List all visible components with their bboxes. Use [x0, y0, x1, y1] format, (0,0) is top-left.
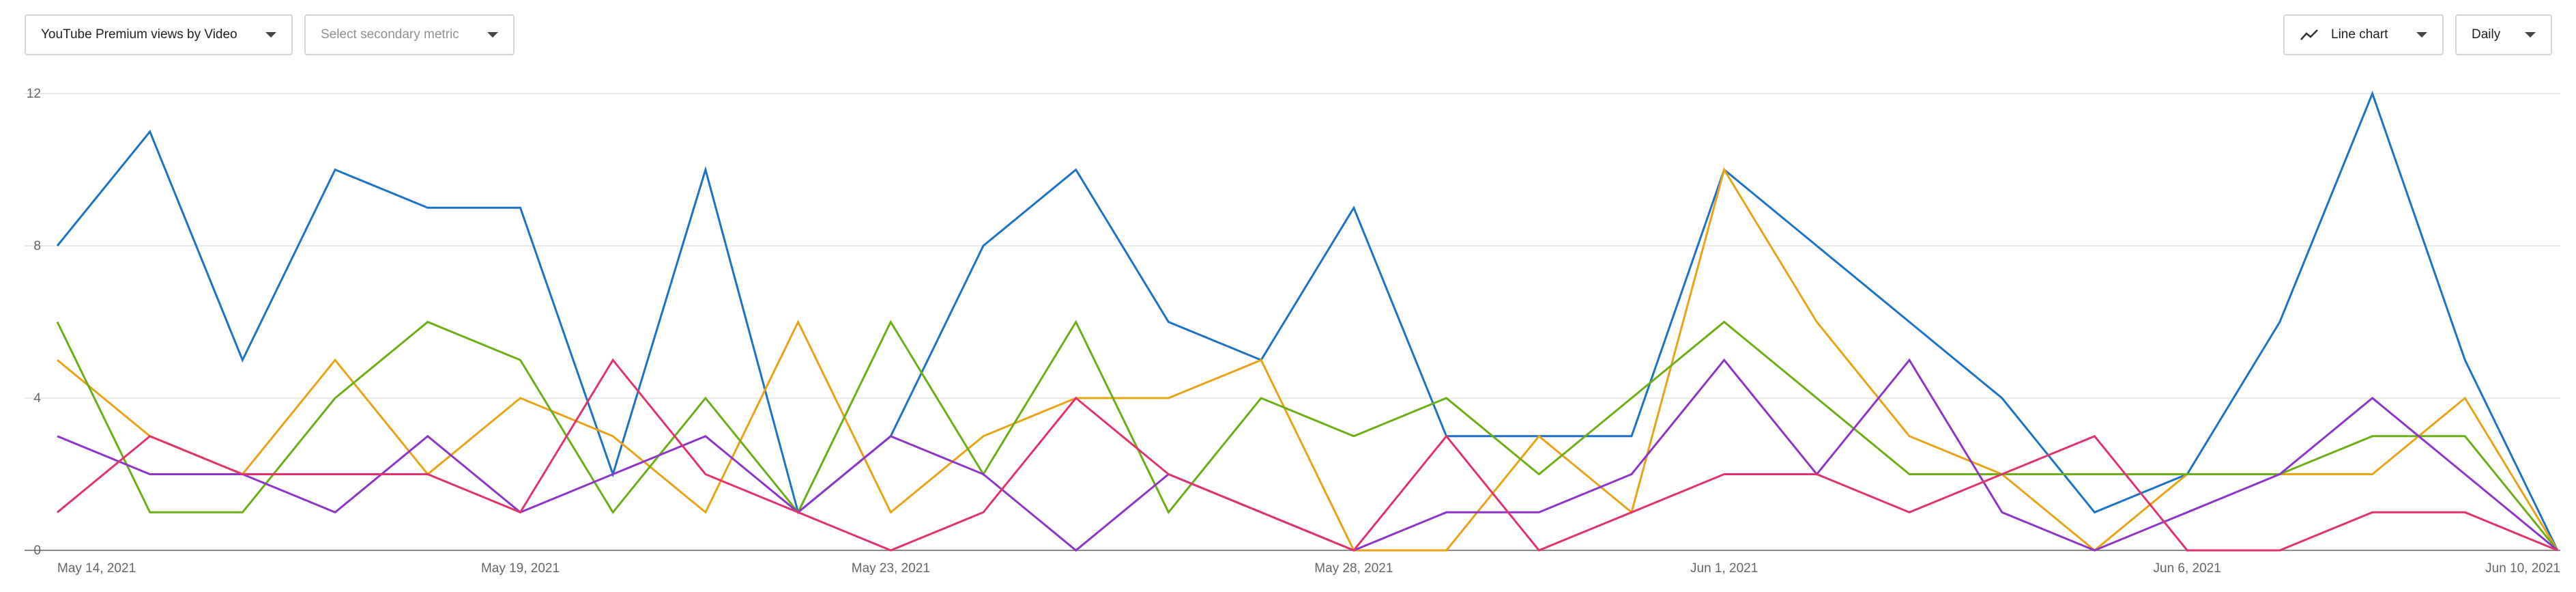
primary-metric-dropdown[interactable]: YouTube Premium views by Video [25, 14, 293, 55]
chart-type-label: Line chart [2331, 27, 2388, 42]
x-tick-label: May 23, 2021 [852, 561, 930, 576]
granularity-dropdown[interactable]: Daily [2455, 14, 2552, 55]
y-tick-label: 12 [27, 87, 41, 101]
series-lines [56, 90, 2559, 552]
x-axis: May 14, 2021 May 19, 2021 May 23, 2021 May … [57, 561, 2560, 576]
secondary-metric-dropdown[interactable]: Select secondary metric [304, 14, 515, 55]
chevron-down-icon [2525, 32, 2536, 38]
line-chart-icon [2300, 28, 2319, 42]
series-line-5[interactable] [57, 358, 2558, 552]
x-tick-label: Jun 6, 2021 [2154, 561, 2221, 576]
primary-metric-label: YouTube Premium views by Video [41, 27, 237, 42]
x-tick-label: May 19, 2021 [481, 561, 560, 576]
grid-lines [25, 93, 2560, 551]
y-tick-label: 8 [33, 239, 41, 253]
series-line-3[interactable] [56, 320, 2559, 551]
series-line-1[interactable] [56, 90, 2559, 551]
secondary-metric-placeholder: Select secondary metric [321, 27, 459, 42]
chevron-down-icon [2416, 32, 2427, 38]
y-tick-label: 4 [33, 391, 41, 406]
x-tick-label: Jun 10, 2021 [2485, 561, 2560, 576]
x-tick-label: Jun 1, 2021 [1690, 561, 1758, 576]
granularity-label: Daily [2472, 27, 2501, 42]
chevron-down-icon [487, 32, 498, 38]
chart-type-dropdown[interactable]: Line chart [2283, 14, 2444, 55]
x-tick-label: May 14, 2021 [57, 561, 136, 576]
chevron-down-icon [265, 32, 276, 38]
y-axis: 0 4 8 12 [27, 87, 42, 558]
series-line-2[interactable] [57, 167, 2559, 552]
x-tick-label: May 28, 2021 [1314, 561, 1393, 576]
y-tick-label: 0 [33, 544, 41, 558]
